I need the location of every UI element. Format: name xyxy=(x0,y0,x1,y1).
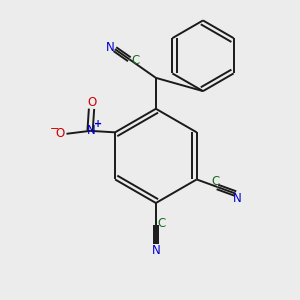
Text: C: C xyxy=(158,217,166,230)
Text: −: − xyxy=(50,124,59,134)
Text: C: C xyxy=(131,54,140,67)
Text: +: + xyxy=(94,119,102,129)
Text: O: O xyxy=(88,96,97,109)
Text: C: C xyxy=(212,175,220,188)
Text: O: O xyxy=(56,127,65,140)
Text: N: N xyxy=(106,41,115,54)
Text: N: N xyxy=(232,192,241,205)
Text: N: N xyxy=(87,124,96,137)
Text: N: N xyxy=(152,244,161,256)
